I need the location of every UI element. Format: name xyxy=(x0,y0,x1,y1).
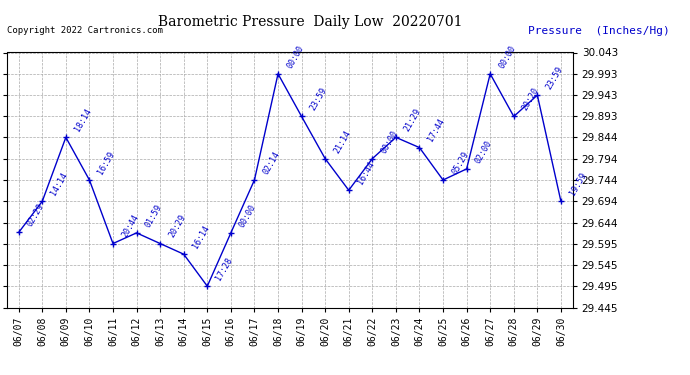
Text: 16:59: 16:59 xyxy=(97,150,117,176)
Text: 16:44: 16:44 xyxy=(355,160,376,186)
Text: 05:29: 05:29 xyxy=(450,150,471,176)
Text: 23:59: 23:59 xyxy=(544,65,564,91)
Text: 16:14: 16:14 xyxy=(190,224,211,250)
Text: 20:44: 20:44 xyxy=(120,213,140,239)
Text: 00:00: 00:00 xyxy=(497,44,518,70)
Text: 20:20: 20:20 xyxy=(521,86,541,112)
Text: 20:29: 20:29 xyxy=(167,213,188,239)
Text: 01:59: 01:59 xyxy=(144,202,164,229)
Text: 02:00: 02:00 xyxy=(473,139,494,165)
Text: 00:00: 00:00 xyxy=(238,202,258,229)
Text: Pressure  (Inches/Hg): Pressure (Inches/Hg) xyxy=(528,26,669,36)
Text: 00:00: 00:00 xyxy=(285,44,305,70)
Text: 02:14: 02:14 xyxy=(262,150,282,176)
Text: 14:14: 14:14 xyxy=(49,171,70,197)
Text: 17:28: 17:28 xyxy=(214,256,235,282)
Text: 17:44: 17:44 xyxy=(426,117,446,143)
Text: Copyright 2022 Cartronics.com: Copyright 2022 Cartronics.com xyxy=(7,26,163,35)
Text: Barometric Pressure  Daily Low  20220701: Barometric Pressure Daily Low 20220701 xyxy=(158,15,463,29)
Text: 23:59: 23:59 xyxy=(308,86,329,112)
Text: 21:29: 21:29 xyxy=(403,107,423,133)
Text: 19:59: 19:59 xyxy=(568,171,588,197)
Text: 18:14: 18:14 xyxy=(72,107,93,133)
Text: 02:29: 02:29 xyxy=(26,202,46,228)
Text: 00:00: 00:00 xyxy=(380,128,400,154)
Text: 21:14: 21:14 xyxy=(332,128,353,154)
